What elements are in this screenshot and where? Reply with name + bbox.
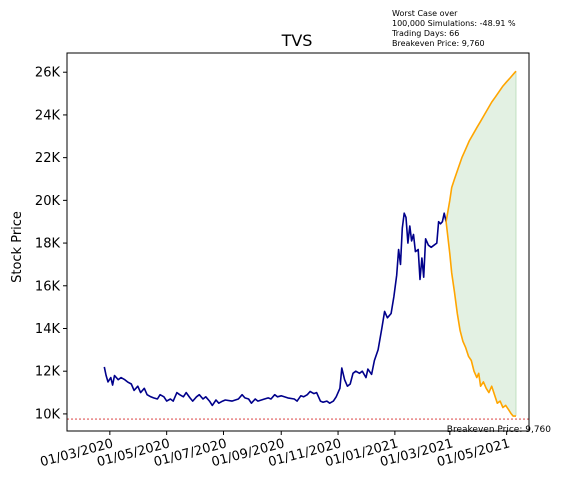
y-axis: 10K 12K 14K 16K 18K 20K 22K 24K 26K	[35, 66, 67, 422]
plot-area	[67, 70, 529, 420]
historical-price-line	[103, 212, 447, 407]
lower-simulation-line	[445, 221, 516, 417]
y-tick-label: 20K	[35, 194, 61, 209]
simulation-range-band	[446, 71, 516, 417]
annotation-line-4: Breakeven Price: 9,760	[392, 39, 485, 48]
breakeven-label: Breakeven Price: 9,760	[447, 425, 551, 435]
y-tick-label: 14K	[35, 322, 61, 337]
y-tick-label: 12K	[35, 365, 61, 380]
annotation-line-1: Worst Case over	[392, 9, 458, 18]
annotation-line-2: 100,000 Simulations: -48.91 %	[392, 19, 516, 28]
y-tick-label: 16K	[35, 279, 61, 294]
y-tick-label: 18K	[35, 237, 61, 252]
upper-simulation-line	[445, 70, 517, 222]
y-axis-label: Stock Price	[10, 211, 25, 283]
y-tick-label: 22K	[35, 151, 61, 166]
plot-frame	[66, 52, 530, 432]
y-tick-label: 26K	[35, 66, 61, 81]
chart-title: TVS	[281, 31, 313, 50]
y-tick-label: 10K	[35, 407, 61, 422]
y-tick-label: 24K	[35, 108, 61, 123]
annotation-line-3: Trading Days: 66	[391, 29, 459, 38]
